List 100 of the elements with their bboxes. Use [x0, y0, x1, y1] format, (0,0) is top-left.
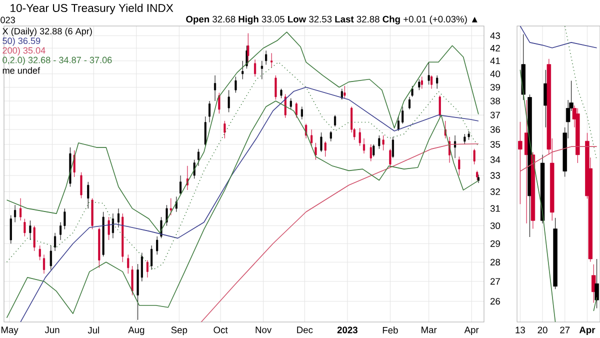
candlestick [197, 148, 200, 166]
text: 0,2.0) 32.68 - 34.87 - 37.06 [2, 56, 112, 66]
candlestick [214, 75, 216, 102]
candlestick [382, 135, 384, 151]
candlestick [156, 236, 158, 255]
y-tick-label: 27 [490, 278, 500, 285]
candlestick [193, 159, 196, 179]
candlestick [428, 62, 430, 85]
candlestick [438, 95, 441, 118]
candlestick [358, 128, 361, 146]
candlestick [228, 90, 230, 113]
x-tick-label: Aug [128, 326, 144, 336]
candlestick [334, 114, 336, 127]
candlestick [224, 120, 226, 139]
text: 023 [0, 16, 15, 24]
x-tick-label: Sep [171, 326, 188, 336]
x-tick-label: Jul [88, 326, 99, 334]
y-tick-label: 34 [490, 156, 500, 163]
candlestick [29, 220, 32, 240]
x-tick-label: Mar [422, 326, 437, 334]
x-tick-label: 20 [538, 326, 548, 334]
candlestick [170, 198, 172, 216]
candlestick [265, 50, 268, 65]
x-tick-label: Oct [214, 326, 228, 334]
candlestick [344, 86, 346, 99]
x-tick-label: Nov [256, 326, 272, 334]
candlestick [362, 138, 366, 154]
y-tick-label: 40 [490, 70, 500, 78]
candlestick [64, 208, 66, 230]
text: X (Daily) 32.88 (6 Apr) [2, 28, 92, 36]
x-tick-label: Apr [579, 326, 596, 336]
candlestick [458, 156, 460, 176]
y-tick-label: 35 [490, 141, 500, 148]
candlestick [260, 60, 263, 80]
x-tick-label: Dec [297, 326, 313, 334]
candlestick [464, 134, 466, 145]
candlestick [127, 254, 130, 274]
candlestick [594, 258, 599, 309]
candlestick [204, 116, 206, 146]
x-tick-label: May [1, 326, 18, 336]
candlestick [166, 204, 168, 226]
text: 200) 35.04 [2, 46, 46, 56]
candlestick [397, 116, 400, 132]
candlestick [270, 52, 273, 68]
candlestick [42, 254, 46, 274]
y-tick-label: 37 [490, 112, 500, 118]
y-tick-label: 32 [490, 188, 500, 195]
candlestick [454, 135, 456, 158]
candlestick [254, 59, 256, 77]
x-tick-label: Jun [44, 326, 60, 334]
annotation: me undef [2, 67, 40, 74]
x-tick-label: 27 [560, 326, 570, 334]
candlestick [10, 215, 12, 244]
candlestick [324, 141, 326, 157]
candlestick [218, 92, 220, 114]
candlestick [430, 75, 433, 89]
y-tick-label: 42 [490, 44, 500, 52]
candlestick [38, 245, 41, 261]
candlestick [117, 208, 120, 228]
candlestick [418, 78, 420, 90]
candlestick [80, 172, 82, 199]
y-tick-label: 28 [490, 258, 500, 266]
candlestick [87, 182, 90, 209]
candlestick [420, 76, 423, 89]
candlestick [20, 198, 22, 221]
y-tick-label: 26 [490, 298, 500, 305]
candlestick [436, 75, 438, 89]
candlestick [408, 96, 411, 110]
candlestick [592, 264, 596, 304]
candlestick [300, 106, 303, 120]
text: 50) 36.59 [2, 37, 40, 46]
candlestick [330, 130, 332, 142]
y-tick-label: 38 [490, 98, 500, 104]
candlestick [314, 142, 317, 160]
candlestick [473, 148, 476, 165]
candlestick [14, 204, 16, 223]
x-tick-label: 13 [516, 326, 525, 334]
x-tick-label: Apr [464, 326, 479, 336]
candlestick [402, 106, 404, 124]
candlestick [518, 122, 522, 204]
x-tick-label: 2023 [337, 326, 358, 334]
candlestick [108, 216, 110, 240]
candlestick [372, 144, 375, 157]
candlestick [320, 132, 322, 152]
candlestick [389, 148, 392, 168]
candlestick [54, 232, 56, 252]
candlestick [280, 88, 282, 99]
y-tick-label: 43 [490, 32, 500, 40]
y-tick-label: 29 [490, 240, 500, 247]
candlestick [234, 76, 237, 94]
candlestick [370, 144, 372, 162]
candlestick [150, 245, 153, 270]
candlestick [33, 225, 36, 252]
x-tick-label: Feb [382, 326, 398, 334]
candlestick [24, 218, 26, 237]
text: Open 32.68 High 33.05 Low 32.53 Last 32.88 Chg +0.01 (+0.03%) ▲ [186, 16, 478, 24]
y-tick-label: 36 [490, 126, 500, 133]
candlestick [310, 129, 313, 146]
candlestick [290, 98, 292, 110]
candlestick [60, 222, 62, 240]
